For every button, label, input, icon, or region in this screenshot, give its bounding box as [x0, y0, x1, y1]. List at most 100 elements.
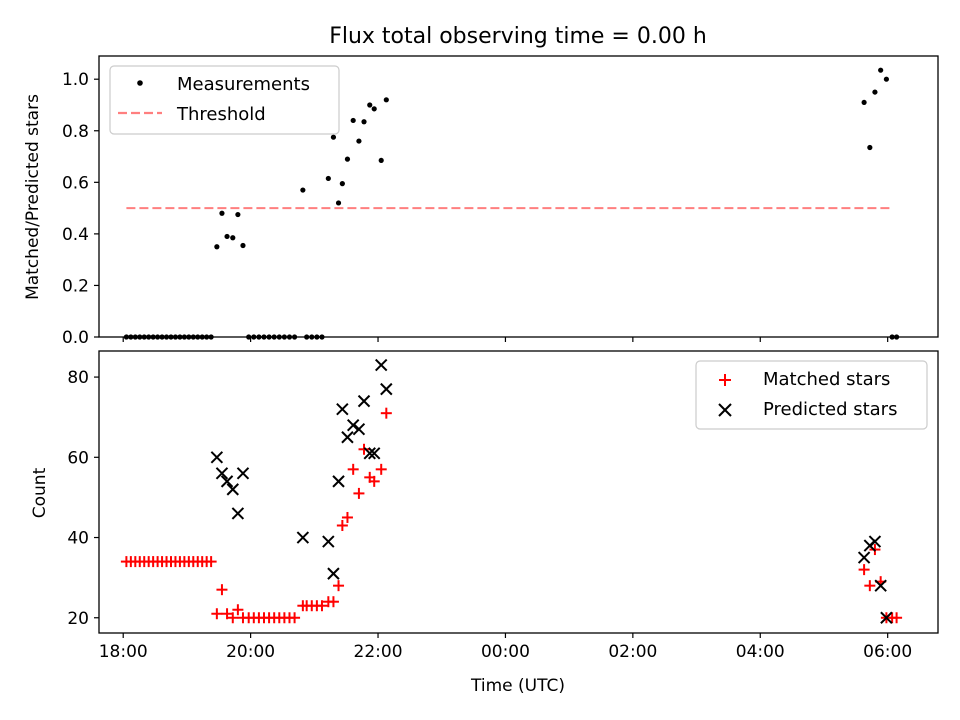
- matched-stars-point: [336, 519, 348, 531]
- measurements-point: [378, 157, 384, 164]
- measurements-point: [219, 210, 225, 216]
- y-tick-label: 0.4: [62, 225, 89, 245]
- y-tick-label: 1.0: [62, 70, 89, 90]
- top-y-axis-label: Matched/Predicted stars: [23, 94, 43, 300]
- matched-stars-point: [289, 612, 301, 624]
- matched-stars-point: [341, 511, 353, 523]
- bottom-panel: Time (UTC) Count 18:00 20:00 22:00 00:00 02:…: [30, 350, 939, 696]
- measurements-point: [330, 134, 337, 140]
- matched-stars-point: [232, 604, 244, 616]
- matched-stars-point: [333, 580, 345, 592]
- predicted-stars-point: [327, 567, 340, 580]
- top-axes-frame: [98, 55, 939, 338]
- measurements-point: [230, 235, 236, 241]
- matched-stars-point: [358, 443, 370, 455]
- measurements-point: [325, 175, 331, 182]
- matched-stars-point: [327, 596, 339, 608]
- legend-measurements-marker: [137, 80, 143, 86]
- predicted-stars-point: [215, 467, 229, 480]
- matched-stars-point: [353, 487, 365, 499]
- predicted-stars-point: [220, 475, 234, 488]
- matched-stars-point: [221, 608, 233, 620]
- y-tick-label: 0.0: [62, 328, 89, 348]
- top-panel: Flux total observing time = 0.00 h Match…: [23, 24, 939, 348]
- measurements-point: [300, 187, 306, 193]
- predicted-stars-point: [226, 483, 239, 496]
- measurements-point: [339, 181, 345, 187]
- legend-predicted-marker: [718, 403, 732, 417]
- predicted-stars-point: [868, 535, 882, 548]
- x-tick-label: 20:00: [226, 642, 275, 662]
- x-tick-label: 18:00: [99, 642, 148, 662]
- y-tick-label: 40: [67, 529, 89, 549]
- predicted-stars-point: [380, 382, 393, 396]
- y-tick-label: 60: [67, 448, 89, 468]
- matched-stars-point: [316, 600, 328, 612]
- matched-stars-point: [347, 463, 359, 475]
- predicted-stars-point: [346, 419, 360, 432]
- legend-matched-marker: [719, 374, 731, 386]
- y-tick-label: 0.8: [62, 122, 89, 142]
- y-tick-label: 80: [67, 368, 89, 388]
- measurements-point: [383, 97, 389, 103]
- measurements-point: [361, 119, 367, 125]
- measurements-point: [224, 233, 230, 240]
- measurements-point: [878, 67, 884, 73]
- measurements-point: [240, 242, 246, 249]
- legend-threshold-label: Threshold: [176, 104, 266, 125]
- predicted-stars-point: [363, 447, 376, 460]
- matched-stars-point: [216, 584, 228, 596]
- predicted-stars-point: [880, 611, 893, 624]
- x-axis-label: Time (UTC): [470, 676, 565, 696]
- x-tick-label: 00:00: [481, 642, 530, 662]
- matched-stars-point: [858, 564, 870, 576]
- matched-stars-point: [227, 612, 239, 624]
- predicted-stars-point: [352, 423, 366, 436]
- predicted-stars-point: [857, 551, 871, 564]
- measurements-point: [867, 144, 873, 151]
- y-tick-label: 0.6: [62, 173, 89, 193]
- bottom-y-axis-label: Count: [30, 467, 50, 518]
- measurements-point: [335, 200, 342, 206]
- predicted-stars-point: [332, 475, 345, 488]
- legend-measurements-label: Measurements: [177, 74, 310, 95]
- predicted-stars-point: [375, 358, 388, 372]
- measurements-point: [356, 138, 362, 144]
- measurements-point: [235, 211, 241, 218]
- measurements-point: [214, 244, 220, 250]
- predicted-stars-point: [296, 531, 310, 544]
- legend-matched-label: Matched stars: [763, 369, 890, 390]
- top-legend: Measurements Threshold: [109, 65, 340, 135]
- predicted-stars-point: [322, 535, 335, 548]
- predicted-stars-point: [231, 507, 245, 520]
- bottom-axes-frame: [98, 350, 939, 634]
- measurements-point: [872, 89, 878, 95]
- y-tick-label: 20: [67, 609, 89, 629]
- measurements-point: [350, 117, 356, 124]
- x-tick-label: 06:00: [863, 642, 912, 662]
- measurements-point: [344, 156, 351, 162]
- matched-stars-point: [368, 475, 380, 487]
- predicted-stars-point: [874, 579, 887, 592]
- matched-stars-point: [380, 407, 392, 419]
- matched-stars-point: [205, 556, 217, 568]
- predicted-stars-point: [368, 447, 381, 460]
- matched-stars-point: [891, 612, 903, 624]
- matched-stars-point: [375, 463, 387, 475]
- measurements-point: [883, 76, 889, 82]
- predicted-stars-point: [236, 467, 250, 480]
- measurements-point: [371, 106, 377, 112]
- x-tick-label: 04:00: [736, 642, 785, 662]
- predicted-stars-point: [357, 394, 371, 408]
- matched-stars-point: [211, 608, 223, 620]
- bottom-legend: Matched stars Predicted stars: [695, 360, 928, 430]
- x-tick-label: 02:00: [608, 642, 657, 662]
- predicted-stars-point: [341, 431, 354, 444]
- measurements-point: [861, 99, 867, 106]
- predicted-stars-point: [210, 451, 224, 464]
- y-tick-label: 0.2: [62, 276, 89, 296]
- legend-predicted-label: Predicted stars: [763, 399, 897, 420]
- matched-stars-point: [864, 580, 876, 592]
- x-tick-label: 22:00: [354, 642, 403, 662]
